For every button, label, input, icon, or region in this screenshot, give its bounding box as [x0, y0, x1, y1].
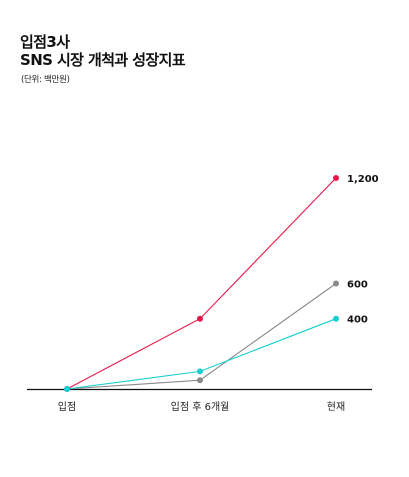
unit-label: (단위: 백만원)	[21, 75, 70, 85]
x-tick-label: 입점 후 6개월	[171, 400, 230, 413]
series-line-1	[66, 177, 337, 390]
chart-title: 입점3사 SNS 시장 개척과 성장지표	[20, 33, 186, 69]
data-point	[333, 175, 339, 181]
data-point	[333, 280, 339, 287]
data-label: 400	[347, 315, 368, 326]
x-tick-label: 현재	[327, 401, 345, 413]
x-tick-label: 입점	[58, 400, 76, 413]
data-point	[64, 386, 70, 392]
data-label: 1,200	[347, 174, 379, 185]
data-point	[197, 315, 203, 322]
data-point	[333, 315, 339, 322]
title-line-2: SNS 시장 개척과 성장지표	[20, 51, 186, 69]
data-point	[197, 377, 203, 384]
title-line-1: 입점3사	[20, 33, 70, 51]
data-point	[197, 368, 203, 375]
data-label: 600	[347, 280, 368, 291]
